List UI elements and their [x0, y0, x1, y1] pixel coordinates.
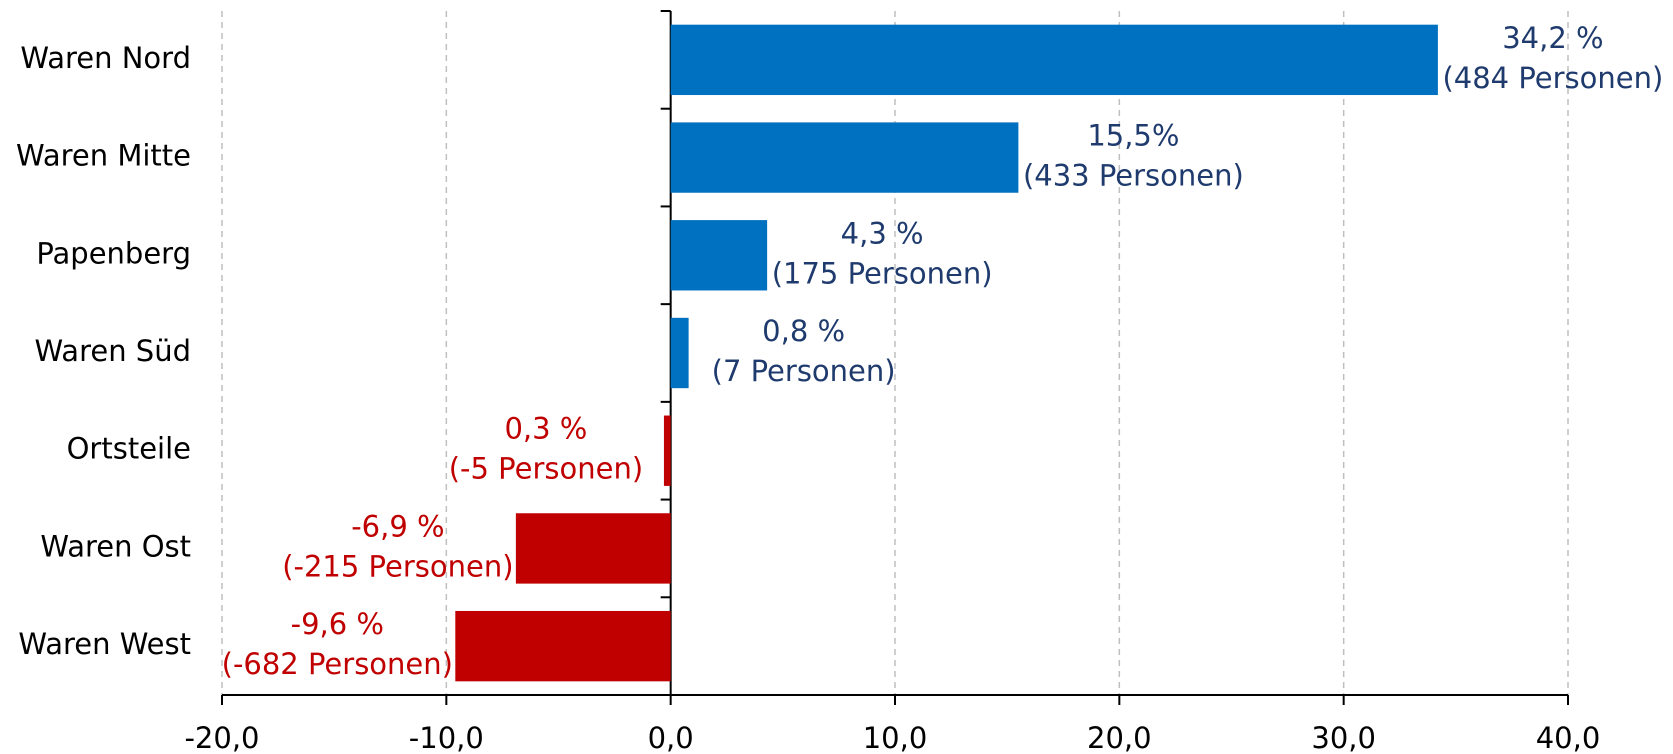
bar — [663, 415, 671, 486]
person-label: (484 Personen) — [1442, 61, 1663, 95]
bar — [670, 122, 1019, 193]
bar — [670, 220, 768, 291]
bar — [455, 610, 671, 682]
x-tick-label: 40,0 — [1536, 721, 1601, 754]
y-tick-label: Waren Nord — [20, 41, 191, 75]
value-label: 15,5% — [1087, 119, 1179, 153]
value-label: 0,3 % — [504, 412, 587, 446]
y-tick-label: Waren West — [18, 627, 191, 661]
x-tick-label: -10,0 — [409, 721, 484, 754]
value-label: -9,6 % — [291, 607, 384, 641]
bar — [515, 513, 671, 584]
y-tick-label: Papenberg — [36, 236, 191, 270]
bar — [670, 24, 1438, 96]
x-tick-label: 30,0 — [1311, 721, 1376, 754]
person-label: (7 Personen) — [712, 354, 896, 388]
person-label: (175 Personen) — [772, 256, 993, 290]
x-tick-label: -20,0 — [184, 721, 259, 754]
y-tick-label: Waren Ost — [40, 529, 191, 563]
value-label: 0,8 % — [762, 314, 845, 348]
bar — [670, 317, 689, 389]
x-tick-label: 20,0 — [1087, 721, 1152, 754]
value-label: 4,3 % — [841, 216, 924, 250]
person-label: (433 Personen) — [1023, 159, 1244, 193]
person-label: (-215 Personen) — [282, 549, 513, 583]
value-label: -6,9 % — [351, 509, 444, 543]
value-label: 34,2 % — [1502, 21, 1603, 55]
person-label: (-682 Personen) — [222, 647, 453, 681]
y-tick-label: Waren Mitte — [16, 139, 191, 173]
x-tick-label: 10,0 — [863, 721, 928, 754]
y-tick-label: Waren Süd — [34, 334, 191, 368]
person-label: (-5 Personen) — [449, 452, 643, 486]
x-tick-label: 0,0 — [648, 721, 694, 754]
y-tick-label: Ortsteile — [67, 432, 191, 466]
